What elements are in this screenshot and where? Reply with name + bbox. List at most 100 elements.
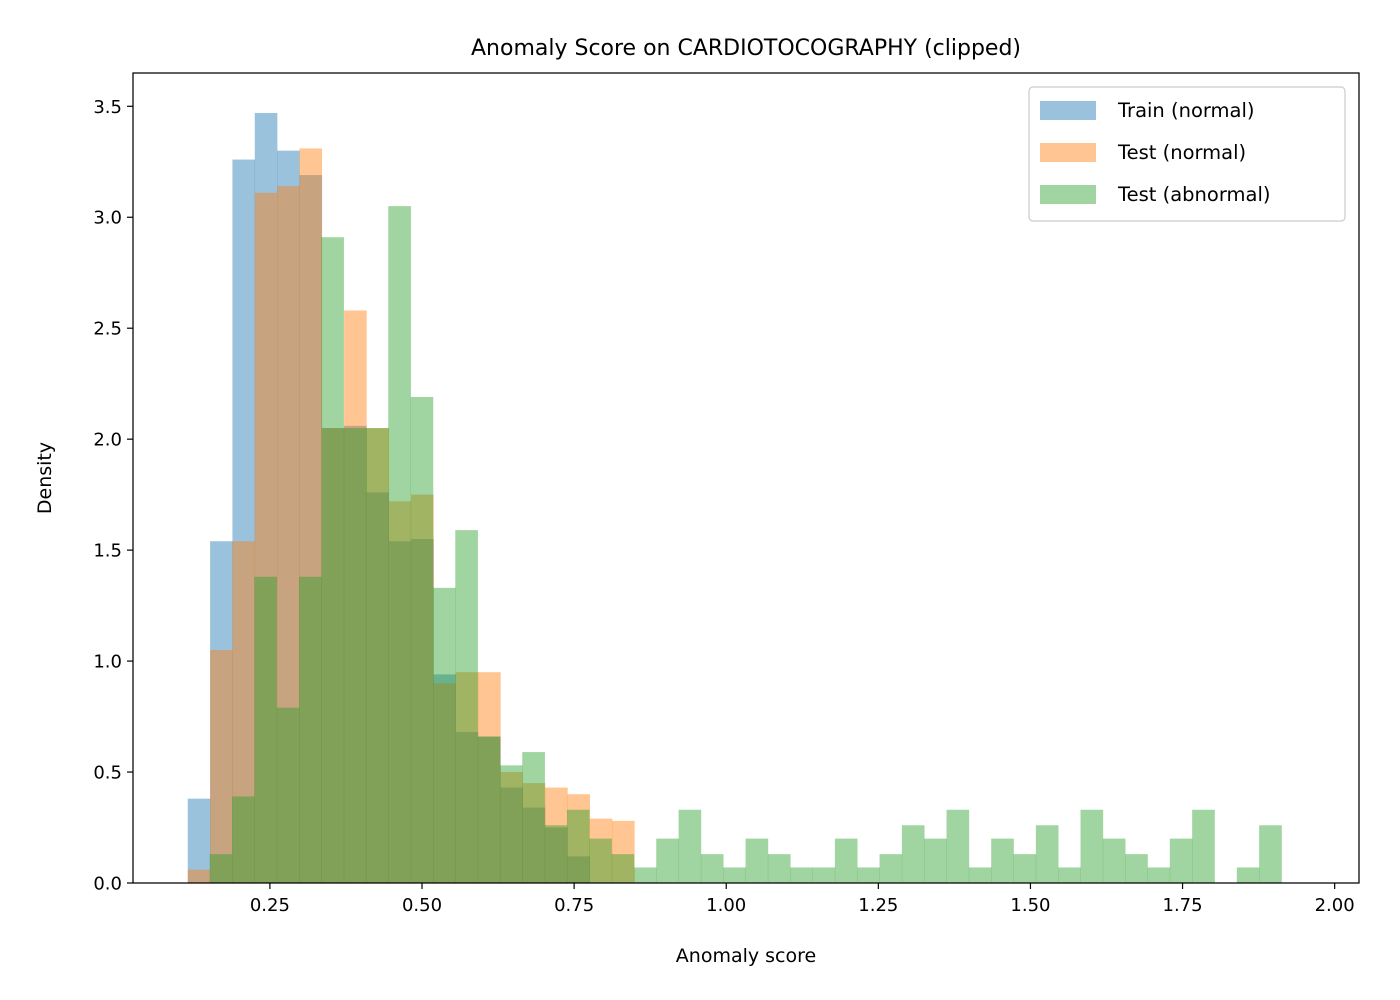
histogram-bar bbox=[991, 838, 1014, 883]
histogram-bar bbox=[388, 206, 411, 883]
histogram-bar bbox=[1058, 867, 1081, 883]
histogram-bar bbox=[365, 428, 389, 883]
x-tick-label: 0.50 bbox=[402, 895, 442, 916]
legend-label: Test (normal) bbox=[1117, 141, 1246, 164]
histogram-bar bbox=[366, 492, 390, 883]
histogram-bar bbox=[678, 809, 702, 883]
histogram-bar bbox=[277, 150, 300, 884]
x-tick-label: 1.75 bbox=[1163, 895, 1203, 916]
y-tick-label: 2.0 bbox=[93, 430, 122, 451]
histogram-bar bbox=[1259, 825, 1282, 883]
histogram-bar bbox=[567, 794, 590, 883]
x-axis-title: Anomaly score bbox=[676, 945, 816, 967]
histogram-bar bbox=[499, 765, 523, 883]
histogram-bar bbox=[1125, 854, 1148, 883]
histogram-bar bbox=[298, 576, 322, 883]
histogram-bar bbox=[566, 809, 590, 883]
x-tick-label: 1.50 bbox=[1010, 895, 1050, 916]
histogram-bar bbox=[745, 838, 769, 883]
histogram-bar bbox=[545, 787, 568, 883]
y-axis-title: Density bbox=[34, 442, 56, 514]
plot-frame bbox=[132, 72, 1360, 884]
histogram-bar bbox=[209, 854, 233, 883]
histogram-bar bbox=[946, 809, 970, 883]
histogram-bar bbox=[187, 869, 211, 883]
histogram-bar bbox=[1080, 809, 1104, 883]
histogram-bar bbox=[321, 428, 345, 883]
histogram-bar bbox=[723, 867, 746, 883]
legend-box bbox=[1028, 86, 1346, 222]
histogram-bar bbox=[455, 732, 479, 883]
histogram-bar bbox=[1236, 867, 1260, 883]
legend-swatch bbox=[1040, 185, 1096, 204]
histogram-bar bbox=[968, 867, 992, 883]
histogram-bar bbox=[455, 530, 478, 883]
y-tick-label: 2.5 bbox=[93, 319, 122, 340]
legend-swatch bbox=[1040, 143, 1096, 162]
histogram-bar bbox=[522, 783, 546, 883]
histogram-bar bbox=[589, 838, 612, 883]
histogram-bar bbox=[812, 867, 836, 883]
histogram-bar bbox=[879, 854, 903, 883]
histogram-bar bbox=[411, 494, 434, 883]
histogram-bar bbox=[277, 186, 300, 883]
histogram-bar bbox=[700, 854, 724, 883]
y-tick-label: 0.0 bbox=[93, 874, 122, 895]
histogram-bar bbox=[901, 825, 925, 883]
histogram-bar bbox=[232, 541, 256, 883]
histogram-bar bbox=[388, 501, 412, 883]
x-tick-label: 1.25 bbox=[858, 895, 898, 916]
histogram-bar bbox=[478, 736, 501, 883]
y-tick-label: 1.0 bbox=[93, 652, 122, 673]
histogram-bar bbox=[522, 807, 546, 883]
histogram-bar bbox=[1102, 838, 1126, 883]
histogram-bar bbox=[633, 867, 657, 883]
histogram-bar bbox=[232, 159, 256, 884]
histogram-bar bbox=[299, 175, 323, 883]
x-tick-label: 1.00 bbox=[706, 895, 746, 916]
histogram-bar bbox=[388, 541, 412, 883]
y-tick-label: 3.5 bbox=[93, 97, 122, 118]
histogram-bar bbox=[834, 838, 858, 883]
histogram-bar bbox=[500, 772, 523, 883]
x-tick-label: 0.75 bbox=[554, 895, 594, 916]
x-tick-label: 0.25 bbox=[250, 895, 290, 916]
histogram-bar bbox=[276, 707, 300, 883]
histogram-bar bbox=[477, 736, 501, 883]
legend-label: Test (abnormal) bbox=[1117, 183, 1270, 206]
histogram-bar bbox=[1192, 809, 1215, 883]
y-axis-ticks: 0.0 0.5 1.0 1.5 2.0 2.5 3.0 3.5 bbox=[93, 97, 133, 895]
histogram-bar bbox=[254, 192, 278, 884]
histogram-bar bbox=[344, 425, 367, 883]
histogram-bar bbox=[500, 787, 523, 883]
x-tick-label: 2.00 bbox=[1315, 895, 1355, 916]
histogram-bar bbox=[321, 428, 345, 883]
histogram-bar bbox=[433, 683, 457, 883]
histogram-bar bbox=[790, 867, 813, 883]
histogram-bar bbox=[611, 854, 635, 883]
histogram-bar bbox=[545, 827, 568, 883]
histogram-bar bbox=[187, 798, 211, 883]
histogram-bar bbox=[366, 428, 390, 883]
histogram-bar bbox=[522, 752, 545, 883]
legend-swatch bbox=[1040, 101, 1096, 120]
histogram-bar bbox=[210, 541, 233, 883]
histogram-bar bbox=[410, 397, 434, 883]
histogram-bar bbox=[432, 587, 456, 883]
histogram-bar bbox=[857, 867, 880, 883]
histogram-bar bbox=[254, 576, 277, 883]
histogram-bar bbox=[343, 428, 367, 883]
histogram-bar bbox=[612, 820, 635, 883]
histogram-bar bbox=[1169, 838, 1193, 883]
histogram-bar bbox=[1035, 825, 1059, 883]
y-tick-label: 3.0 bbox=[93, 208, 122, 229]
legend: Train (normal) Test (normal) Test (abnorma… bbox=[1028, 86, 1346, 222]
histogram-bar bbox=[924, 838, 947, 883]
histogram-bar bbox=[1013, 854, 1037, 883]
series-1-bars bbox=[187, 112, 590, 884]
histogram-bar bbox=[411, 539, 434, 883]
histogram-bar bbox=[567, 856, 590, 883]
y-tick-label: 0.5 bbox=[93, 763, 122, 784]
x-axis-ticks: 0.25 0.50 0.75 1.00 1.25 1.50 1.75 2.00 bbox=[250, 883, 1355, 916]
